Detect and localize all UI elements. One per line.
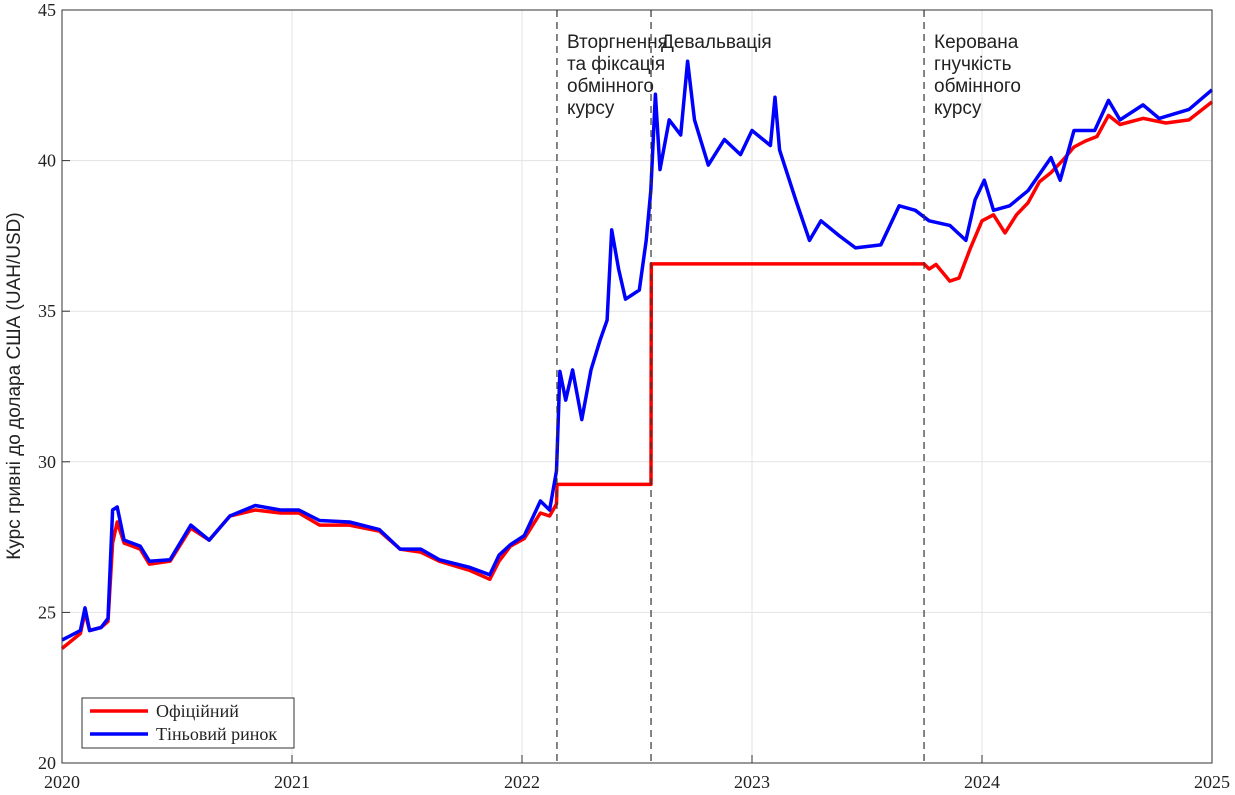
annotation-text: курсу	[934, 98, 982, 119]
y-tick-label: 40	[38, 151, 56, 171]
annotation-text: Девальвація	[661, 32, 772, 53]
x-tick-label: 2021	[274, 772, 310, 792]
annotation-text: Вторгнення	[567, 32, 668, 53]
legend-label: Тіньовий ринок	[156, 724, 277, 744]
x-tick-label: 2020	[44, 772, 80, 792]
y-tick-label: 25	[38, 602, 56, 622]
legend-label: Офіційний	[156, 701, 239, 721]
y-tick-label: 35	[38, 301, 56, 321]
annotation-text: гнучкість	[934, 54, 1012, 75]
annotation-text: обмінного	[567, 76, 654, 97]
annotation-text: обмінного	[934, 76, 1021, 97]
plot-area	[62, 10, 1212, 763]
y-tick-label: 30	[38, 452, 56, 472]
x-tick-label: 2023	[734, 772, 770, 792]
series-line	[61, 59, 1214, 642]
x-tick-label: 2024	[964, 772, 1000, 792]
annotation-text: курсу	[567, 98, 615, 119]
annotation-text: та фіксація	[567, 54, 665, 75]
x-tick-label: 2025	[1194, 772, 1230, 792]
x-tick-label: 2022	[504, 772, 540, 792]
annotation-text: Керована	[934, 32, 1019, 53]
plot-frame	[61, 9, 1213, 764]
y-tick-label: 45	[38, 0, 56, 20]
legend-box	[81, 697, 295, 749]
y-tick-label: 20	[38, 753, 56, 773]
y-axis-label: Курс гривні до долара США (UAH/USD)	[4, 212, 25, 559]
